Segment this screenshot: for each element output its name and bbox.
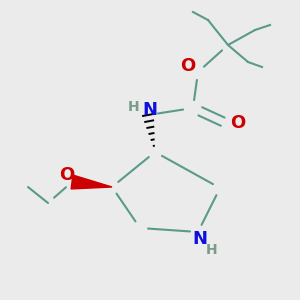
- Text: H: H: [128, 100, 140, 114]
- Text: O: O: [59, 166, 75, 184]
- Polygon shape: [71, 175, 112, 189]
- Text: H: H: [206, 243, 218, 257]
- Text: O: O: [230, 114, 246, 132]
- Text: N: N: [142, 101, 158, 119]
- Text: O: O: [180, 57, 196, 75]
- Text: N: N: [193, 230, 208, 248]
